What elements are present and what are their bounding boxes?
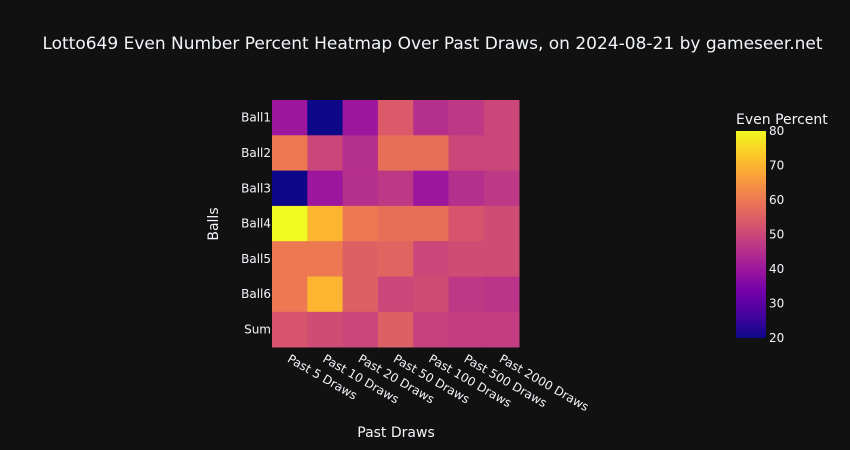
- heatmap-cell: [483, 100, 520, 136]
- heatmap-cell: [448, 135, 485, 171]
- y-axis-title: Balls: [206, 207, 222, 240]
- heatmap-cell: [342, 241, 379, 277]
- colorbar-tick-label: 60: [769, 193, 784, 207]
- heatmap-cell: [413, 170, 449, 207]
- heatmap-cell: [413, 135, 449, 171]
- heatmap-cell: [272, 241, 308, 277]
- heatmap-cell: [377, 135, 414, 171]
- heatmap-cell: [307, 241, 343, 277]
- colorbar-tick-label: 80: [769, 124, 784, 138]
- colorbar-tick-label: 70: [769, 159, 784, 173]
- y-axis-ticks: Ball1 Ball2 Ball3 Ball4 Ball5 Ball6 Sum: [241, 111, 271, 337]
- heatmap-cell: [413, 241, 449, 277]
- heatmap-cell: [413, 311, 449, 348]
- heatmap-cell: [483, 311, 520, 348]
- colorbar-tick-label: 50: [769, 228, 784, 242]
- colorbar-tick-label: 20: [769, 331, 784, 345]
- y-tick-label: Ball5: [241, 252, 271, 266]
- colorbar: [736, 131, 766, 338]
- heatmap-cell: [307, 170, 343, 207]
- y-tick-label: Sum: [244, 322, 271, 336]
- heatmap-cell: [413, 100, 449, 136]
- heatmap-cell: [342, 135, 379, 171]
- heatmap-cell: [272, 135, 308, 171]
- heatmap-cell: [342, 276, 379, 313]
- heatmap-cell: [272, 276, 308, 313]
- heatmap-cell: [272, 205, 308, 242]
- heatmap-cell: [448, 205, 485, 242]
- y-tick-label: Ball1: [241, 111, 271, 125]
- heatmap-cell: [272, 311, 308, 348]
- heatmap-cell: [307, 311, 343, 348]
- colorbar-tick-label: 30: [769, 297, 784, 311]
- heatmap-cell: [483, 135, 520, 171]
- x-axis-title: Past Draws: [357, 425, 435, 441]
- colorbar-title: Even Percent: [736, 112, 828, 128]
- heatmap-cell: [377, 311, 414, 348]
- heatmap-cells: [272, 100, 520, 348]
- heatmap-cell: [413, 205, 449, 242]
- y-tick-label: Ball6: [241, 287, 271, 301]
- heatmap-cell: [448, 170, 485, 207]
- heatmap-cell: [413, 276, 449, 313]
- heatmap-cell: [342, 205, 379, 242]
- heatmap-cell: [448, 311, 485, 348]
- heatmap-cell: [342, 311, 379, 348]
- heatmap-cell: [307, 276, 343, 313]
- heatmap-cell: [483, 170, 520, 207]
- heatmap-cell: [272, 170, 308, 207]
- heatmap-cell: [377, 241, 414, 277]
- heatmap-cell: [377, 170, 414, 207]
- heatmap-cell: [272, 100, 308, 136]
- heatmap-cell: [377, 205, 414, 242]
- colorbar-tick-label: 40: [769, 262, 784, 276]
- heatmap-cell: [448, 241, 485, 277]
- y-tick-label: Ball3: [241, 181, 271, 195]
- heatmap-cell: [483, 205, 520, 242]
- heatmap-cell: [342, 100, 379, 136]
- y-tick-label: Ball2: [241, 146, 271, 160]
- heatmap-cell: [307, 135, 343, 171]
- heatmap-cell: [448, 100, 485, 136]
- colorbar-ticks: 20 30 40 50 60 70 80: [769, 124, 784, 345]
- heatmap-cell: [307, 100, 343, 136]
- heatmap-cell: [377, 276, 414, 313]
- heatmap-cell: [483, 276, 520, 313]
- y-tick-label: Ball4: [241, 217, 271, 231]
- heatmap-cell: [307, 205, 343, 242]
- heatmap-cell: [342, 170, 379, 207]
- chart-title: Lotto649 Even Number Percent Heatmap Ove…: [42, 34, 823, 54]
- heatmap-cell: [483, 241, 520, 277]
- heatmap-cell: [377, 100, 414, 136]
- heatmap-cell: [448, 276, 485, 313]
